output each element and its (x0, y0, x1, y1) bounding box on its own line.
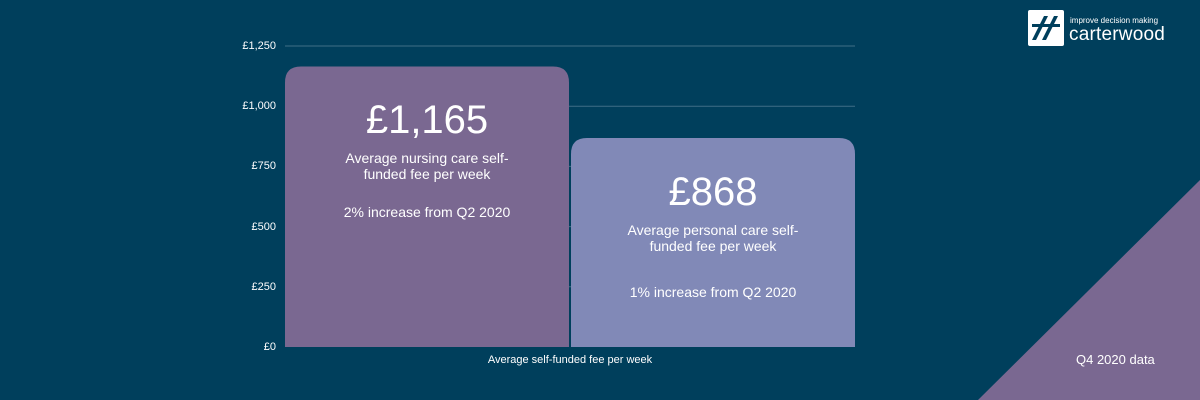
bar-value-label: £1,165 (365, 98, 489, 143)
y-tick-label: £750 (251, 160, 276, 173)
y-tick-label: £250 (251, 280, 276, 293)
bar-description-line: Average personal care self- (627, 221, 799, 238)
corner-triangle-shape (978, 180, 1200, 400)
carterwood-logo-mark-icon (1028, 10, 1064, 46)
bar-description-line: Average nursing care self- (345, 150, 509, 167)
bar-change-label: 1% increase from Q2 2020 (629, 283, 797, 300)
bar-description-line: funded fee per week (649, 237, 777, 254)
y-tick-label: £1,250 (242, 40, 276, 52)
bar-data-label: £1,165 Average nursing care self-funded f… (285, 100, 569, 220)
bar-change-label: 2% increase from Q2 2020 (343, 204, 511, 221)
logo-wordmark: carterwood (1069, 24, 1165, 45)
bar-data-label: £868 Average personal care self-funded fe… (571, 172, 855, 300)
y-tick-label: £0 (263, 341, 276, 353)
bar-value-label: £868 (668, 169, 758, 214)
carterwood-logo: improve decision making carterwood (1028, 10, 1192, 46)
bar-nursing-care (285, 66, 569, 347)
y-tick-label: £500 (251, 220, 276, 233)
bar-description: Average personal care self-funded fee pe… (571, 222, 855, 254)
bar-description-line: funded fee per week (363, 166, 491, 183)
logo-tagline: improve decision making (1070, 16, 1159, 25)
data-period-note: Q4 2020 data (1076, 352, 1155, 367)
bar-personal-care (571, 137, 855, 347)
y-tick-label: £1,000 (242, 100, 276, 113)
bar-description: Average nursing care self-funded fee per… (285, 150, 569, 182)
x-axis-label: Average self-funded fee per week (487, 354, 653, 366)
